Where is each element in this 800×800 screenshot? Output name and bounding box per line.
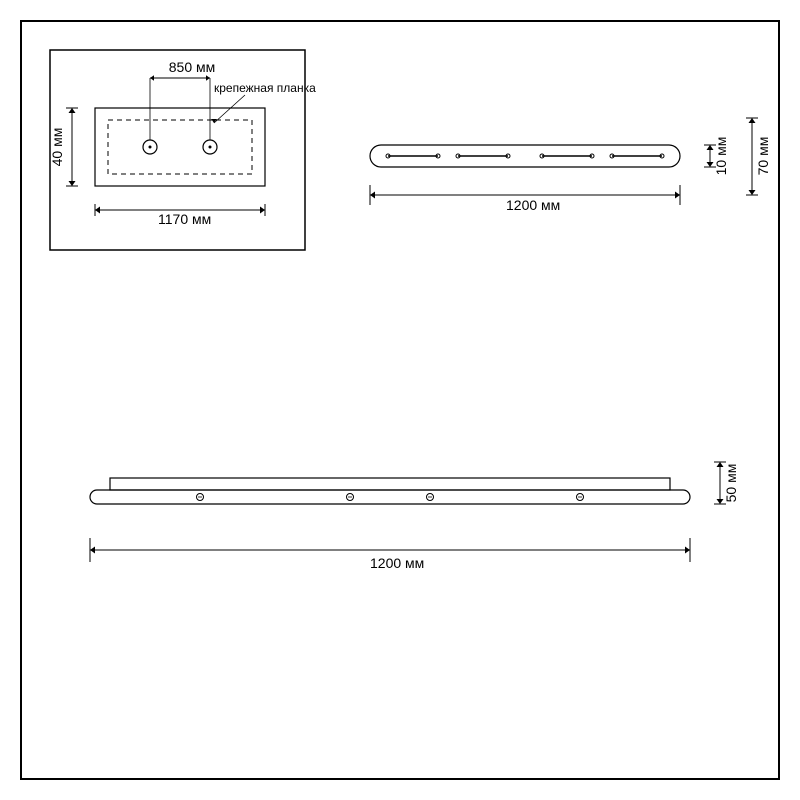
outer-border: [20, 20, 780, 780]
page: 850 ммкрепежная планка40 мм1170 мм1200 м…: [0, 0, 800, 800]
